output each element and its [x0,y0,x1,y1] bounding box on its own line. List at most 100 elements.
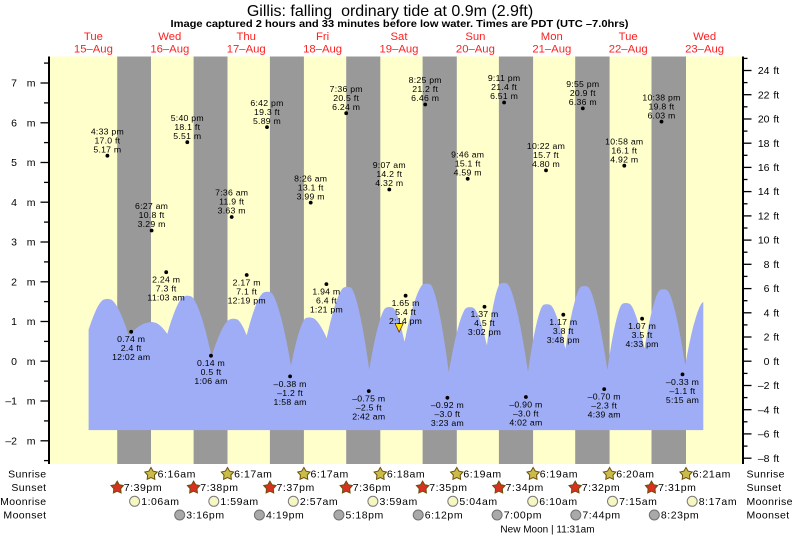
svg-text:m: m [27,117,36,129]
svg-text:11:03 am: 11:03 am [147,293,185,303]
svg-text:17–Aug: 17–Aug [227,43,266,55]
svg-text:19.8 ft: 19.8 ft [649,101,675,111]
svg-text:7:38pm: 7:38pm [200,482,238,494]
svg-text:7:00pm: 7:00pm [504,510,542,522]
svg-text:–8: –8 [758,453,770,465]
svg-text:4.80 m: 4.80 m [532,159,560,169]
svg-text:5.17 m: 5.17 m [93,144,121,154]
svg-text:8:26 am: 8:26 am [294,173,327,183]
svg-text:23–Aug: 23–Aug [685,43,724,55]
svg-text:Sun: Sun [465,31,485,43]
svg-text:ft: ft [773,429,779,441]
svg-text:Sunrise: Sunrise [747,469,785,481]
svg-text:Moonrise: Moonrise [747,496,793,508]
svg-text:Wed: Wed [693,31,716,43]
svg-text:5.89 m: 5.89 m [253,116,281,126]
svg-text:–2: –2 [5,435,17,447]
svg-text:4.59 m: 4.59 m [454,168,482,178]
svg-text:–0.75 m: –0.75 m [352,394,385,404]
svg-text:11.9 ft: 11.9 ft [219,197,245,207]
svg-text:1.94 m: 1.94 m [312,287,340,297]
svg-text:m: m [27,435,36,447]
svg-text:7:34pm: 7:34pm [506,482,544,494]
svg-text:4.5 ft: 4.5 ft [474,318,495,328]
svg-text:21.2 ft: 21.2 ft [412,84,438,94]
svg-text:6.36 m: 6.36 m [569,97,597,107]
svg-text:6:20am: 6:20am [616,469,654,481]
svg-text:10:38 pm: 10:38 pm [642,92,680,102]
svg-text:3:23 am: 3:23 am [431,418,464,428]
svg-text:–1.2 ft: –1.2 ft [277,388,303,398]
svg-text:1.17 m: 1.17 m [549,317,577,327]
svg-text:6:18am: 6:18am [387,469,425,481]
svg-text:7:32pm: 7:32pm [582,482,620,494]
svg-text:6:19am: 6:19am [540,469,578,481]
svg-text:Sunset: Sunset [747,482,782,494]
svg-text:7:31pm: 7:31pm [658,482,696,494]
svg-text:10:22 am: 10:22 am [527,141,565,151]
svg-text:13.1 ft: 13.1 ft [298,182,324,192]
svg-text:m: m [27,356,36,368]
svg-text:16.1 ft: 16.1 ft [611,145,637,155]
svg-text:16: 16 [758,162,770,174]
svg-text:6:10am: 6:10am [539,496,577,508]
svg-text:4:33 pm: 4:33 pm [626,339,659,349]
svg-text:20: 20 [758,114,770,126]
svg-text:5:15 am: 5:15 am [666,395,699,405]
svg-text:–1.1 ft: –1.1 ft [670,386,696,396]
svg-text:ft: ft [773,162,779,174]
svg-text:8: 8 [764,259,770,271]
svg-text:ft: ft [773,283,779,295]
svg-text:ft: ft [773,453,779,465]
svg-text:19–Aug: 19–Aug [380,43,419,55]
svg-text:Fri: Fri [316,31,329,43]
svg-text:–2: –2 [758,380,770,392]
svg-text:2: 2 [11,276,17,288]
svg-text:21.4 ft: 21.4 ft [491,82,517,92]
svg-text:2:57am: 2:57am [300,496,338,508]
svg-text:3.99 m: 3.99 m [297,191,325,201]
svg-text:12:19 pm: 12:19 pm [228,295,266,305]
svg-text:24: 24 [758,65,770,77]
svg-text:22–Aug: 22–Aug [609,43,648,55]
svg-text:New Moon | 11:31am: New Moon | 11:31am [500,525,594,536]
svg-text:Sunset: Sunset [11,482,46,494]
svg-text:9:11 pm: 9:11 pm [488,73,521,83]
svg-text:ft: ft [773,65,779,77]
svg-text:6.4 ft: 6.4 ft [316,296,337,306]
svg-text:3.5 ft: 3.5 ft [632,330,653,340]
svg-text:m: m [27,316,36,328]
svg-text:4:33 pm: 4:33 pm [91,126,124,136]
svg-text:ft: ft [773,307,779,319]
svg-text:1: 1 [11,316,17,328]
svg-text:16–Aug: 16–Aug [150,43,189,55]
svg-text:8:17am: 8:17am [699,496,737,508]
svg-text:–3.0 ft: –3.0 ft [513,408,539,418]
svg-text:ft: ft [773,211,779,223]
svg-text:10:58 am: 10:58 am [605,136,643,146]
svg-text:5:04am: 5:04am [459,496,497,508]
svg-text:5: 5 [11,157,17,169]
svg-text:1.65 m: 1.65 m [392,298,420,308]
svg-text:m: m [27,78,36,90]
svg-text:ft: ft [773,138,779,150]
svg-text:1:59am: 1:59am [220,496,258,508]
svg-text:–1: –1 [5,396,17,408]
svg-text:6:12pm: 6:12pm [425,510,463,522]
svg-text:–3.0 ft: –3.0 ft [434,409,460,419]
svg-text:–2.3 ft: –2.3 ft [591,401,617,411]
svg-text:Sat: Sat [391,31,409,43]
svg-text:1.37 m: 1.37 m [470,309,498,319]
svg-text:ft: ft [773,356,779,368]
svg-text:2.17 m: 2.17 m [233,277,261,287]
svg-text:0.14 m: 0.14 m [197,358,225,368]
svg-text:ft: ft [773,404,779,416]
svg-text:6:16am: 6:16am [158,469,196,481]
svg-text:3: 3 [11,237,17,249]
svg-text:ft: ft [773,186,779,198]
svg-text:3.8 ft: 3.8 ft [553,326,574,336]
svg-text:–0.92 m: –0.92 m [431,400,464,410]
svg-text:18.1 ft: 18.1 ft [174,122,200,132]
svg-text:Wed: Wed [158,31,181,43]
svg-text:14.2 ft: 14.2 ft [376,169,402,179]
